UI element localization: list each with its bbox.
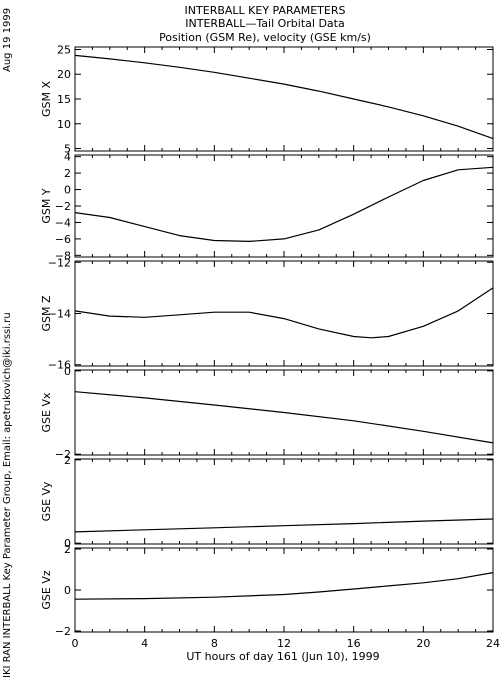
y-tick-label: −2 <box>55 448 71 461</box>
header-line1: INTERBALL KEY PARAMETERS <box>185 4 346 17</box>
panel-frame <box>74 458 494 545</box>
y-tick-label: 15 <box>57 93 71 106</box>
panel-4: 0 2 GSE Vy <box>40 454 494 550</box>
y-tick-label: −6 <box>55 233 71 246</box>
panel-5: −2 0 2 GSE Vz <box>40 543 494 638</box>
series-line <box>74 391 494 444</box>
panel-3: −2 0 GSE Vx <box>40 365 494 461</box>
y-tick-label: −2 <box>55 200 71 213</box>
y-tick-label: 20 <box>57 68 71 81</box>
y-tick-label: −16 <box>48 359 71 372</box>
y-tick-label: 4 <box>64 151 71 164</box>
y-axis-label: GSE Vx <box>40 392 53 432</box>
panel-frame <box>74 260 494 367</box>
header-line2: INTERBALL—Tail Orbital Data <box>185 17 344 30</box>
y-axis-label: GSE Vz <box>40 570 53 609</box>
x-tick-label: 16 <box>347 637 361 650</box>
y-tick-label: 10 <box>57 118 71 131</box>
y-tick-label: 25 <box>57 43 71 56</box>
x-tick-label: 4 <box>141 637 148 650</box>
y-tick-label: −4 <box>55 216 71 229</box>
x-tick-label: 8 <box>211 637 218 650</box>
x-axis-label: UT hours of day 161 (Jun 10), 1999 <box>186 650 379 663</box>
y-tick-label: 2 <box>64 167 71 180</box>
y-axis-label: GSM Z <box>40 295 53 331</box>
panel-1: −8 −6 −4 −2 0 2 4 GSM Y <box>40 151 494 262</box>
series-line <box>74 572 494 600</box>
series-line <box>74 518 494 533</box>
panel-frame <box>74 154 494 258</box>
y-axis-label: GSM X <box>40 81 53 117</box>
y-axis-label: GSM Y <box>40 188 53 223</box>
y-tick-label: 0 <box>64 584 71 597</box>
y-tick-label: 0 <box>64 365 71 378</box>
x-tick-label: 12 <box>277 637 291 650</box>
y-tick-label: 5 <box>64 143 71 156</box>
series-line <box>74 166 494 242</box>
y-tick-label: 0 <box>64 537 71 550</box>
header-line3: Position (GSM Re), velocity (GSE km/s) <box>159 31 371 44</box>
x-tick-label: 20 <box>416 637 430 650</box>
series-line <box>74 54 494 140</box>
series-line <box>74 287 494 339</box>
panel-2: −16 −14 −12 GSM Z <box>40 256 494 372</box>
y-tick-label: −2 <box>55 625 71 638</box>
y-tick-label: −8 <box>55 249 71 262</box>
y-tick-label: 2 <box>64 543 71 556</box>
y-tick-label: −12 <box>48 256 71 269</box>
y-tick-label: 0 <box>64 184 71 197</box>
x-tick-label: 24 <box>486 637 500 650</box>
panel-frame <box>74 547 494 633</box>
y-tick-label: −14 <box>48 308 71 321</box>
panel-0: 5 10 15 20 25 GSM X <box>40 43 494 156</box>
x-tick-label: 0 <box>72 637 79 650</box>
y-axis-label: GSE Vy <box>40 481 53 521</box>
y-tick-label: 2 <box>64 454 71 467</box>
